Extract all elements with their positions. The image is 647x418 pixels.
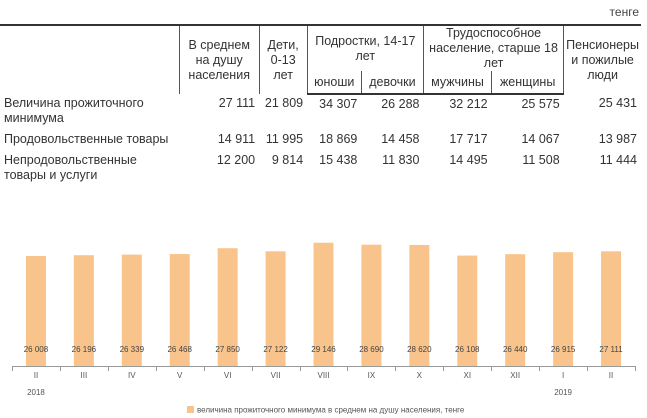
data-label: 27 850 bbox=[215, 345, 240, 354]
x-tick-label: VII bbox=[271, 371, 281, 380]
header-teens: Подростки, 14-17 лет bbox=[306, 24, 424, 71]
x-tick-label: VIII bbox=[317, 371, 329, 380]
header-working: Трудоспособное население, старше 18 лет bbox=[422, 24, 564, 71]
x-tick-label: III bbox=[81, 371, 88, 380]
unit-label: тенге bbox=[609, 5, 639, 19]
data-label: 26 915 bbox=[551, 345, 576, 354]
bar bbox=[457, 255, 478, 366]
x-tick-label: XI bbox=[463, 371, 471, 380]
cell-value: 14 067 bbox=[521, 132, 560, 146]
cell-value: 18 869 bbox=[319, 132, 358, 146]
data-label: 26 440 bbox=[503, 345, 528, 354]
bar bbox=[217, 248, 238, 366]
bar bbox=[505, 254, 526, 366]
subsistence-minimum-table: В среднем на душу населения Дети, 0-13 л… bbox=[0, 24, 641, 187]
table-row: Продовольственные товары 14 911 11 995 1… bbox=[0, 130, 641, 151]
cell-value: 11 830 bbox=[382, 153, 420, 167]
year-label: 2018 bbox=[27, 388, 45, 397]
x-tick-label: V bbox=[177, 371, 183, 380]
header-avg: В среднем на душу населения bbox=[178, 24, 260, 94]
row-label: Величина прожиточного минимума bbox=[4, 96, 144, 125]
header-pensioners: Пенсионеры и пожилые люди bbox=[563, 24, 641, 94]
cell-value: 32 212 bbox=[449, 97, 488, 111]
cell-value: 11 444 bbox=[599, 153, 637, 167]
cell-value: 21 809 bbox=[264, 96, 304, 110]
x-tick-label: II bbox=[34, 371, 38, 380]
table-row: Непродовольственные товары и услуги 12 2… bbox=[0, 151, 641, 187]
year-label: 2019 bbox=[554, 388, 572, 397]
cell-value: 15 438 bbox=[319, 153, 358, 167]
cell-value: 14 495 bbox=[449, 153, 488, 167]
legend-swatch bbox=[187, 406, 194, 413]
row-label: Продовольственные товары bbox=[4, 132, 169, 146]
bar bbox=[553, 252, 574, 366]
cell-value: 12 200 bbox=[216, 153, 256, 167]
cell-value: 27 111 bbox=[218, 96, 256, 110]
bar bbox=[409, 244, 430, 366]
data-label: 27 122 bbox=[263, 345, 288, 354]
cell-value: 11 508 bbox=[522, 153, 560, 167]
cell-value: 26 288 bbox=[381, 97, 420, 111]
data-label: 26 008 bbox=[24, 345, 49, 354]
x-tick-label: II bbox=[609, 371, 613, 380]
bar bbox=[313, 242, 334, 366]
header-boys: юноши bbox=[306, 71, 362, 95]
data-label: 26 339 bbox=[120, 345, 145, 354]
bar bbox=[361, 244, 382, 366]
header-blank bbox=[0, 24, 180, 94]
bar bbox=[601, 251, 622, 366]
x-tick-label: IX bbox=[368, 371, 376, 380]
data-label: 26 196 bbox=[72, 345, 97, 354]
bar bbox=[265, 251, 286, 366]
legend-label: величина прожиточного минимума в среднем… bbox=[197, 406, 465, 415]
x-tick-label: XII bbox=[510, 371, 520, 380]
data-label: 28 620 bbox=[407, 345, 432, 354]
header-women: женщины bbox=[491, 71, 564, 95]
data-label: 27 111 bbox=[599, 345, 623, 354]
cell-value: 13 987 bbox=[598, 132, 637, 146]
cell-value: 17 717 bbox=[449, 132, 488, 146]
bar bbox=[73, 255, 94, 366]
cell-value: 14 911 bbox=[217, 132, 256, 146]
cell-value: 34 307 bbox=[319, 97, 358, 111]
cell-value: 25 575 bbox=[521, 97, 560, 111]
x-tick-label: X bbox=[417, 371, 423, 380]
row-label: Непродовольственные товары и услуги bbox=[4, 153, 137, 182]
cell-value: 11 995 bbox=[265, 132, 304, 146]
cell-value: 9 814 bbox=[271, 153, 304, 167]
cell-value: 25 431 bbox=[598, 96, 637, 110]
data-label: 28 690 bbox=[359, 345, 384, 354]
x-tick-label: I bbox=[562, 371, 564, 380]
data-label: 26 468 bbox=[167, 345, 192, 354]
header-children: Дети, 0-13 лет bbox=[258, 24, 308, 94]
x-tick-label: IV bbox=[128, 371, 136, 380]
data-label: 26 108 bbox=[455, 345, 480, 354]
table-row: Величина прожиточного минимума 27 111 21… bbox=[0, 94, 641, 130]
bar bbox=[169, 254, 190, 366]
header-girls: девочки bbox=[360, 71, 424, 95]
x-tick-label: VI bbox=[224, 371, 232, 380]
cell-value: 14 458 bbox=[381, 132, 420, 146]
bar bbox=[121, 254, 142, 366]
bar bbox=[25, 255, 46, 366]
data-label: 29 146 bbox=[311, 345, 336, 354]
header-men: мужчины bbox=[422, 71, 492, 95]
